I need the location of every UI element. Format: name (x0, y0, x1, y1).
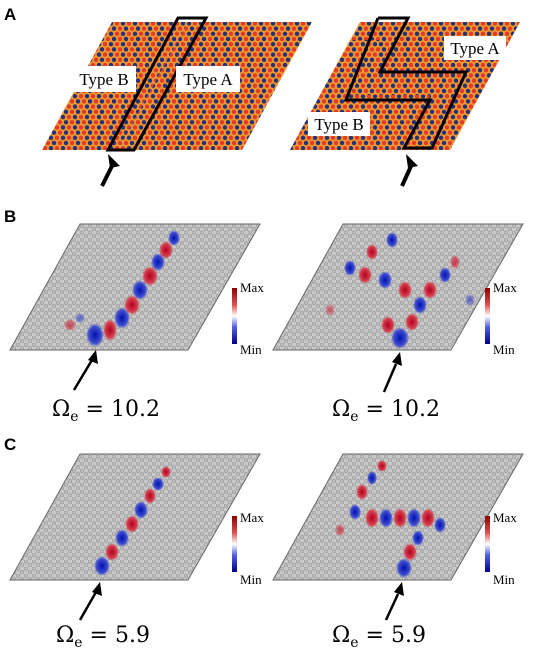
waveguide-outline (105, 16, 209, 152)
colorbar: Max Min (232, 510, 264, 587)
input-arrow (400, 154, 418, 187)
type-a-label: Type A (183, 70, 233, 89)
panel-b-right-field (272, 223, 524, 351)
colorbar: Max Min (232, 280, 264, 357)
panel-letter-c: C (4, 435, 16, 454)
colorbar-max-label: Max (493, 280, 517, 295)
type-b-label-box (308, 112, 370, 136)
input-arrow (72, 350, 98, 391)
input-arrow (100, 154, 120, 187)
waveguide-outline (343, 16, 469, 150)
type-b-label: Type B (79, 70, 128, 89)
input-arrow (78, 582, 102, 621)
panel-a-right-lattice: Type A Type B (290, 16, 520, 187)
colorbar-min-label: Min (240, 572, 262, 587)
frequency-label: Ωe = 5.9 (332, 623, 426, 651)
type-a-label: Type A (450, 39, 500, 58)
panel-c-left-field (9, 453, 261, 581)
type-b-label-box (72, 66, 136, 92)
colorbar-min-label: Min (240, 342, 262, 357)
panel-b-left-field (9, 223, 261, 351)
frequency-label: Ωe = 10.2 (332, 397, 440, 425)
colorbar-min-label: Min (493, 572, 515, 587)
type-b-label: Type B (314, 115, 363, 134)
colorbar-max-label: Max (240, 280, 264, 295)
frequency-label: Ωe = 5.9 (56, 623, 150, 651)
colorbar-max-label: Max (493, 510, 517, 525)
panel-letter-a: A (4, 5, 16, 24)
colorbar: Max Min (485, 280, 517, 357)
panel-c-right-field (272, 453, 524, 581)
input-arrow (382, 352, 402, 393)
colorbar-min-label: Min (493, 342, 515, 357)
frequency-label: Ωe = 10.2 (52, 397, 160, 425)
panel-letter-b: B (4, 207, 16, 226)
input-arrow (384, 582, 404, 621)
type-a-label-box (176, 66, 240, 92)
colorbar-max-label: Max (240, 510, 264, 525)
type-a-label-box (444, 36, 506, 60)
panel-a-left-lattice: Type B Type A (42, 16, 312, 187)
colorbar: Max Min (485, 510, 517, 587)
